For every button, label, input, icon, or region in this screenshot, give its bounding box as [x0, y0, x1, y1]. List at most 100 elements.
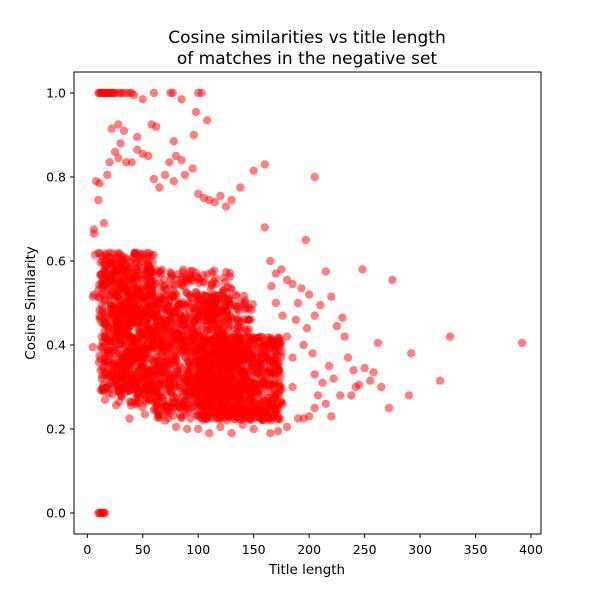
scatter-point-dense-3 [206, 369, 216, 379]
scatter-point [267, 282, 276, 291]
scatter-point [95, 179, 104, 188]
scatter-point-dense-1 [131, 334, 141, 344]
chart-title-line-2: of matches in the negative set [177, 49, 438, 69]
scatter-point-dense-1 [165, 268, 175, 277]
scatter-point-dense-0 [109, 342, 118, 352]
scatter-point-dense-1 [117, 364, 126, 374]
scatter-point [151, 122, 161, 131]
scatter-point-dense-2 [180, 397, 189, 406]
scatter-point [288, 382, 297, 392]
scatter-point-dense-2 [169, 292, 178, 301]
scatter-point [349, 366, 358, 375]
scatter-point [365, 376, 375, 385]
scatter-point-dense-3 [231, 360, 240, 369]
scatter-point-dense-2 [244, 324, 253, 334]
scatter-point [324, 361, 334, 371]
scatter-point [116, 139, 125, 148]
scatter-point [297, 284, 306, 293]
scatter-point [313, 391, 323, 400]
scatter-point [388, 275, 397, 285]
scatter-point-dense-1 [130, 269, 139, 278]
scatter-point-dense-1 [122, 375, 131, 384]
scatter-point [149, 174, 159, 184]
scatter-point [169, 177, 179, 186]
scatter-point-dense-3 [194, 345, 203, 355]
scatter-point [105, 158, 114, 167]
scatter-point-dense-3 [224, 377, 234, 387]
scatter-point-dense-3 [253, 388, 262, 397]
scatter-point [321, 399, 330, 408]
scatter-point-dense-0 [107, 254, 116, 263]
scatter-point-dense-0 [101, 281, 110, 290]
scatter-point-dense-3 [234, 344, 243, 354]
scatter-point [125, 414, 134, 423]
scatter-point-dense-1 [134, 302, 144, 311]
scatter-point [100, 508, 110, 518]
scatter-point [273, 426, 283, 436]
scatter-point [360, 363, 369, 373]
scatter-point-dense-2 [232, 302, 241, 311]
scatter-point [302, 324, 312, 333]
scatter-point-dense-2 [150, 339, 160, 349]
scatter-point-dense-3 [258, 416, 267, 425]
scatter-point [304, 290, 314, 299]
scatter-point [168, 88, 177, 98]
scatter-point-dense-1 [121, 346, 131, 356]
scatter-point-dense-2 [167, 307, 177, 316]
scatter-point-dense-1 [145, 354, 154, 364]
scatter-point-dense-3 [238, 382, 247, 392]
scatter-point [114, 120, 123, 129]
scatter-point-dense-3 [208, 346, 217, 355]
scatter-point [210, 198, 220, 207]
scatter-point [88, 342, 98, 352]
scatter-point [191, 107, 201, 117]
scatter-point-dense-3 [274, 379, 284, 388]
scatter-point [327, 412, 336, 421]
scatter-point-dense-1 [174, 279, 184, 288]
scatter-point-dense-2 [183, 408, 193, 417]
scatter-point-dense-1 [151, 279, 160, 289]
scatter-point [114, 153, 123, 163]
scatter-point-dense-1 [159, 282, 168, 292]
scatter-point-dense-3 [262, 376, 271, 385]
scatter-point-dense-1 [146, 268, 155, 277]
scatter-point-dense-3 [221, 368, 231, 378]
scatter-point [144, 151, 153, 161]
scatter-point [165, 158, 174, 167]
scatter-point [110, 147, 120, 156]
scatter-point-dense-1 [142, 397, 151, 406]
scatter-point-dense-1 [206, 284, 216, 293]
scatter-point [160, 416, 170, 425]
scatter-point-dense-0 [95, 280, 104, 290]
scatter-point-dense-2 [233, 315, 242, 325]
y-axis-ticks: 0.0 0.2 0.4 0.6 0.8 1.0 [46, 86, 74, 521]
scatter-point [129, 90, 139, 100]
scatter-point-dense-2 [150, 393, 159, 402]
scatter-point [316, 300, 325, 310]
scatter-point [98, 387, 108, 396]
scatter-point-dense-3 [195, 376, 204, 386]
scatter-point-dense-2 [205, 309, 215, 319]
scatter-point [435, 376, 445, 385]
y-tick-label: 0.6 [46, 254, 66, 269]
scatter-point [445, 332, 455, 341]
scatter-point [310, 370, 319, 379]
scatter-point-dense-2 [153, 413, 162, 422]
scatter-point-dense-3 [274, 346, 283, 356]
scatter-point [188, 164, 197, 173]
scatter-point-dense-2 [171, 370, 180, 380]
scatter-point [107, 124, 116, 133]
scatter-point [304, 412, 314, 421]
scatter-point-dense-3 [198, 415, 208, 424]
scatter-point [249, 166, 258, 175]
scatter-point-dense-1 [117, 392, 126, 401]
scatter-point-dense-0 [96, 355, 105, 364]
scatter-point-dense-3 [232, 408, 242, 418]
y-tick-label: 0.0 [46, 506, 66, 521]
scatter-point [177, 95, 186, 104]
scatter-point-dense-2 [160, 402, 169, 411]
scatter-point-dense-3 [259, 340, 268, 349]
scatter-point [373, 338, 383, 348]
scatter-point [308, 349, 317, 358]
scatter-point [197, 88, 206, 98]
